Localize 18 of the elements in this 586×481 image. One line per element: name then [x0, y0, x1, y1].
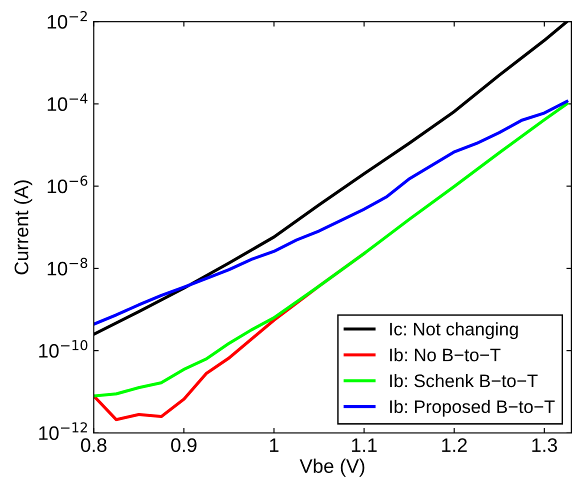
y-tick-label: 10$^{−4}$	[48, 93, 88, 111]
x-tick-label: 1	[270, 438, 278, 452]
x-tick-label: 1.1	[352, 438, 377, 452]
legend-label: Ic: Not changing	[390, 322, 518, 340]
y-tick-label: 10$^{−6}$	[48, 176, 88, 194]
x-axis-title: Vbe (V)	[300, 458, 364, 477]
y-tick-label: 10$^{−8}$	[48, 258, 88, 276]
line-series	[94, 102, 568, 398]
legend-label: Ib: No B−to−T	[390, 348, 500, 362]
x-tick-label: 0.9	[171, 438, 196, 452]
y-tick-label: 10$^{−2}$	[48, 10, 87, 29]
legend-label: Ib: Schenk B−to−T	[390, 374, 538, 388]
y-tick-label: 10$^{−10}$	[39, 340, 88, 358]
x-tick-label: 1.3	[532, 438, 557, 452]
x-tick-label: 0.8	[81, 438, 106, 452]
y-axis-title: Current (A)	[14, 180, 32, 274]
legend-label: Ib: Proposed B−to−T	[390, 400, 555, 417]
x-tick-label: 1.2	[442, 438, 467, 452]
